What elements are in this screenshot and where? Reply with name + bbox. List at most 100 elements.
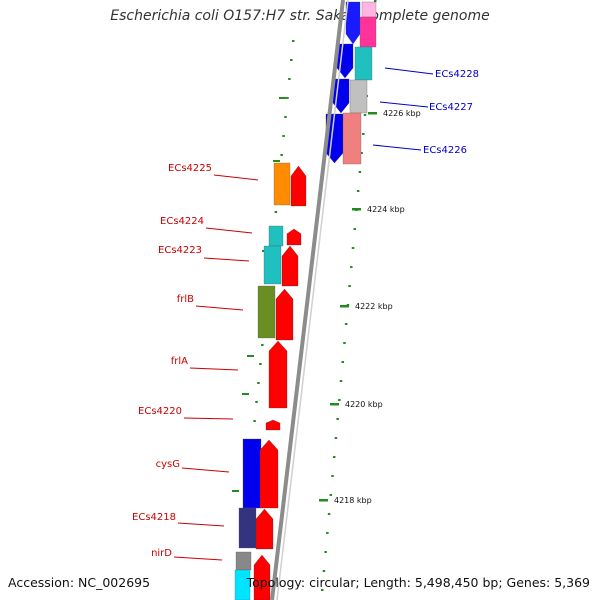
gene-frla bbox=[268, 340, 288, 409]
scale-tick bbox=[340, 305, 349, 308]
cog-box bbox=[361, 1, 377, 18]
gc-dot bbox=[374, 0, 377, 2]
gc-dot bbox=[320, 589, 324, 591]
gc-dot bbox=[292, 40, 295, 42]
gene-ecs4218 bbox=[255, 508, 274, 550]
leader-line bbox=[183, 417, 234, 420]
gene-label: nirD bbox=[151, 548, 172, 559]
gene-label: ECs4224 bbox=[160, 216, 204, 227]
leader-line bbox=[181, 467, 230, 473]
cog-box bbox=[359, 16, 377, 48]
gc-dot bbox=[324, 551, 327, 553]
gc-dot bbox=[344, 323, 348, 325]
scale-tick bbox=[319, 499, 328, 502]
gc-dot bbox=[334, 437, 338, 439]
gc-dot bbox=[353, 228, 356, 230]
leader-line bbox=[203, 257, 250, 262]
gc-dash bbox=[242, 393, 249, 395]
map-title: Escherichia coli O157:H7 str. Sakai, com… bbox=[110, 8, 490, 24]
gene-label: ECs4226 bbox=[423, 145, 467, 156]
cog-box bbox=[234, 569, 251, 600]
cog-box bbox=[242, 438, 262, 509]
gene-ecs4225 bbox=[290, 165, 307, 207]
gene-label: ECs4225 bbox=[168, 163, 212, 174]
leader-line bbox=[384, 67, 434, 75]
gene-label: ECs4223 bbox=[158, 245, 202, 256]
gc-dash bbox=[247, 355, 254, 357]
label-leader-lines bbox=[173, 67, 434, 561]
gc-dot bbox=[274, 211, 278, 213]
scale-tick bbox=[330, 403, 339, 406]
leader-line bbox=[177, 522, 225, 527]
gc-dot bbox=[329, 494, 333, 496]
gc-dot bbox=[290, 59, 293, 61]
gc-dot bbox=[286, 97, 289, 99]
gc-dot bbox=[326, 532, 329, 534]
cog-box bbox=[257, 285, 276, 339]
leader-line bbox=[205, 227, 253, 234]
feature-track bbox=[234, 1, 377, 600]
cog-box bbox=[273, 162, 291, 206]
leader-line bbox=[173, 556, 223, 561]
gene-ecs4224 bbox=[286, 228, 302, 246]
gc-dot bbox=[259, 363, 262, 365]
leader-line bbox=[372, 144, 422, 151]
scale-tick bbox=[352, 208, 361, 211]
gc-dot bbox=[331, 475, 334, 477]
backbone-highlight bbox=[276, 0, 349, 600]
gene-nird bbox=[253, 554, 271, 600]
accession-text: Accession: NC_002695 bbox=[8, 575, 151, 590]
scale-tick-label: 4220 kbp bbox=[345, 400, 383, 409]
gene-ecs4223 bbox=[281, 245, 299, 287]
gc-dot bbox=[322, 570, 326, 572]
gc-dot bbox=[282, 135, 285, 137]
cog-box bbox=[238, 507, 257, 549]
leader-line bbox=[213, 174, 259, 181]
topology-text: Topology: circular; Length: 5,498,450 bp… bbox=[246, 575, 590, 590]
gene-label: cysG bbox=[156, 459, 180, 470]
gc-dot bbox=[358, 171, 362, 173]
gene-label: ECs4220 bbox=[138, 406, 182, 417]
gc-dot bbox=[257, 382, 260, 384]
cog-box bbox=[342, 112, 362, 165]
gc-dot bbox=[332, 456, 336, 458]
gc-dot bbox=[280, 154, 283, 156]
cog-box bbox=[263, 245, 282, 285]
backbone-line bbox=[270, 0, 345, 600]
gc-dot bbox=[363, 114, 367, 116]
scale-tick-label: 4218 kbp bbox=[334, 496, 372, 505]
gc-dot bbox=[351, 247, 355, 249]
leader-line bbox=[195, 305, 244, 311]
gene-ecs4229 bbox=[345, 1, 361, 45]
gc-dot bbox=[327, 513, 331, 515]
gc-dot bbox=[341, 361, 345, 363]
cog-box bbox=[235, 551, 252, 571]
gene-label: frlB bbox=[177, 294, 194, 305]
gc-dot bbox=[339, 380, 343, 382]
gc-dot bbox=[343, 342, 346, 344]
cog-box bbox=[354, 46, 373, 81]
leader-line bbox=[189, 367, 239, 371]
gene-ecs4220 bbox=[265, 419, 281, 431]
gene-label: frlA bbox=[171, 356, 188, 367]
gc-dot bbox=[350, 266, 353, 268]
scale-tick-label: 4224 kbp bbox=[367, 205, 405, 214]
gc-dot bbox=[360, 152, 363, 154]
scale-tick-label: 4226 kbp bbox=[383, 109, 421, 118]
gc-dot bbox=[255, 401, 258, 403]
cog-box bbox=[349, 79, 368, 114]
label-layer: ECs4225 ECs4224 ECs4223 frlB frlA ECs4220 cysG… bbox=[132, 69, 479, 559]
gc-dot bbox=[338, 399, 341, 401]
scale-tick-label: 4222 kbp bbox=[355, 302, 393, 311]
gc-dot bbox=[348, 285, 351, 287]
gene-cysg bbox=[259, 439, 279, 509]
gc-dot bbox=[253, 420, 256, 422]
gc-dash bbox=[279, 97, 286, 99]
gc-dash bbox=[232, 490, 239, 492]
tick-track: 4226 kbp 4224 kbp 4222 kbp 4220 kbp 4218 kbp bbox=[319, 109, 421, 505]
scale-tick bbox=[368, 112, 377, 115]
gc-dot bbox=[284, 116, 287, 118]
gene-label: ECs4227 bbox=[429, 102, 473, 113]
gc-dot bbox=[336, 418, 339, 420]
